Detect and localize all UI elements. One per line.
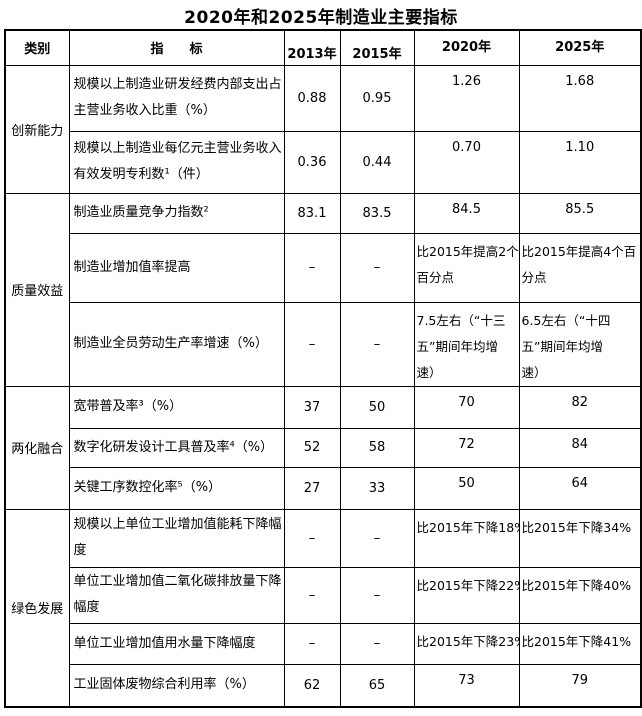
indicator-cell: 关键工序数控化率⁵（%） — [68, 466, 285, 510]
table-row: 绿色发展 规模以上单位工业增加值能耗下降幅 度 – – 比2015年下降18% … — [4, 508, 642, 708]
header-row: 类别 指 标 2013年 2015年 2020年 2025年 — [4, 29, 642, 66]
table-row: 创新能力 规模以上制造业研发经费内部支出占 主营业务收入比重（%） 0.88 0… — [4, 64, 642, 194]
indicator-cell: 规模以上制造业每亿元主营业务收入 有效发明专利数¹（件） — [68, 130, 285, 194]
col-header-category: 类别 — [4, 29, 70, 66]
indicators-table: 类别 指 标 2013年 2015年 2020年 2025年 创新能力 规模以上… — [4, 29, 642, 708]
table-row: 数字化研发设计工具普及率⁴（%） 52 58 72 84 — [5, 427, 642, 468]
indicator-cell: 规模以上单位工业增加值能耗下降幅 度 — [68, 508, 285, 568]
indicator-cell: 制造业质量竞争力指数² — [68, 192, 285, 234]
indicator-cell: 规模以上制造业研发经费内部支出占 主营业务收入比重（%） — [68, 64, 285, 132]
value-2015-cell: 33 — [339, 466, 415, 510]
value-2025-cell: 1.68 — [518, 64, 642, 132]
value-2025-cell: 82 — [518, 385, 642, 429]
value-2025-cell: 比2015年提高4个百 分点 — [518, 232, 642, 303]
col-header-2020: 2020年 — [413, 29, 520, 66]
value-2013-cell: 62 — [283, 663, 341, 708]
col-header-2013: 2013年 — [283, 29, 341, 66]
table-row: 工业固体废物综合利用率（%） 62 65 73 79 — [5, 663, 642, 708]
value-2015-cell: – — [339, 566, 415, 624]
value-2020-cell: 70 — [413, 385, 520, 429]
table-row: 两化融合 宽带普及率³（%） 37 50 70 82 — [4, 385, 642, 510]
col-header-2025: 2025年 — [518, 29, 642, 66]
value-2020-cell: 73 — [413, 663, 520, 708]
value-2025-cell: 6.5左右（“十四 五”期间年均增 速） — [518, 301, 642, 387]
value-2020-cell: 比2015年下降18% — [413, 508, 520, 568]
value-2020-cell: 比2015年下降22% — [413, 566, 520, 624]
value-2015-cell: – — [339, 301, 415, 387]
indicator-cell: 单位工业增加值用水量下降幅度 — [68, 622, 285, 665]
value-2013-cell: 27 — [283, 466, 341, 510]
value-2025-cell: 79 — [518, 663, 642, 708]
value-2025-cell: 比2015年下降41% — [518, 622, 642, 665]
value-2015-cell: 58 — [339, 427, 415, 468]
value-2025-cell: 1.10 — [518, 130, 642, 194]
value-2020-cell: 1.26 — [413, 64, 520, 132]
value-2020-cell: 7.5左右（“十三 五”期间年均增 速） — [413, 301, 520, 387]
category-cell-integration: 两化融合 — [4, 385, 70, 510]
value-2020-cell: 50 — [413, 466, 520, 510]
indicator-cell: 工业固体废物综合利用率（%） — [68, 663, 285, 708]
category-cell-green: 绿色发展 — [4, 508, 70, 708]
value-2015-cell: 0.95 — [339, 64, 415, 132]
value-2025-cell: 比2015年下降34% — [518, 508, 642, 568]
indicator-cell: 单位工业增加值二氧化碳排放量下降 幅度 — [68, 566, 285, 624]
table-row: 规模以上制造业每亿元主营业务收入 有效发明专利数¹（件） 0.36 0.44 0… — [5, 130, 642, 194]
value-2025-cell: 85.5 — [518, 192, 642, 234]
table-row: 关键工序数控化率⁵（%） 27 33 50 64 — [5, 466, 642, 510]
value-2015-cell: 65 — [339, 663, 415, 708]
value-2013-cell: – — [283, 566, 341, 624]
value-2013-cell: 0.88 — [283, 64, 341, 132]
indicator-cell: 制造业全员劳动生产率增速（%） — [68, 301, 285, 387]
value-2020-cell: 84.5 — [413, 192, 520, 234]
indicator-cell: 制造业增加值率提高 — [68, 232, 285, 303]
value-2015-cell: 50 — [339, 385, 415, 429]
value-2025-cell: 比2015年下降40% — [518, 566, 642, 624]
value-2025-cell: 84 — [518, 427, 642, 468]
value-2015-cell: – — [339, 232, 415, 303]
page-title: 2020年和2025年制造业主要指标 — [184, 8, 458, 28]
value-2013-cell: – — [283, 508, 341, 568]
value-2015-cell: – — [339, 622, 415, 665]
table-row: 质量效益 制造业质量竞争力指数² 83.1 83.5 84.5 85.5 — [4, 192, 642, 387]
category-cell-quality: 质量效益 — [4, 192, 70, 387]
value-2020-cell: 比2015年提高2个 百分点 — [413, 232, 520, 303]
value-2015-cell: 83.5 — [339, 192, 415, 234]
value-2020-cell: 72 — [413, 427, 520, 468]
value-2013-cell: – — [283, 232, 341, 303]
category-cell-innovation: 创新能力 — [4, 64, 70, 194]
col-header-2015: 2015年 — [339, 29, 415, 66]
value-2020-cell: 比2015年下降23% — [413, 622, 520, 665]
value-2013-cell: – — [283, 301, 341, 387]
value-2013-cell: 83.1 — [283, 192, 341, 234]
table-row: 单位工业增加值用水量下降幅度 – – 比2015年下降23% 比2015年下降4… — [5, 622, 642, 665]
table-row: 制造业全员劳动生产率增速（%） – – 7.5左右（“十三 五”期间年均增 速）… — [5, 301, 642, 387]
col-header-indicator: 指 标 — [68, 29, 285, 66]
table-row: 单位工业增加值二氧化碳排放量下降 幅度 – – 比2015年下降22% 比201… — [5, 566, 642, 624]
value-2015-cell: 0.44 — [339, 130, 415, 194]
value-2013-cell: 52 — [283, 427, 341, 468]
value-2025-cell: 64 — [518, 466, 642, 510]
table-row: 制造业增加值率提高 – – 比2015年提高2个 百分点 比2015年提高4个百… — [5, 232, 642, 303]
value-2013-cell: – — [283, 622, 341, 665]
value-2013-cell: 37 — [283, 385, 341, 429]
value-2013-cell: 0.36 — [283, 130, 341, 194]
indicator-cell: 数字化研发设计工具普及率⁴（%） — [68, 427, 285, 468]
indicator-cell: 宽带普及率³（%） — [68, 385, 285, 429]
value-2020-cell: 0.70 — [413, 130, 520, 194]
value-2015-cell: – — [339, 508, 415, 568]
